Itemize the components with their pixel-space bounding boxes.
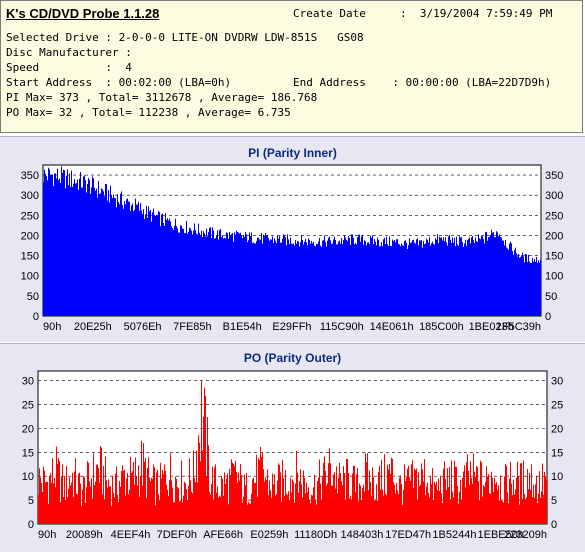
po-y-tick-label-right: 0 bbox=[551, 519, 557, 531]
pi-x-tick-label: 14E061h bbox=[370, 321, 414, 333]
create-date-label: Create Date bbox=[293, 7, 366, 20]
po-y-tick-label-left: 0 bbox=[28, 519, 34, 531]
pi-y-tick-label-left: 250 bbox=[21, 210, 39, 222]
po-x-tick-label: AFE66h bbox=[203, 529, 243, 541]
pi-x-tick-label: 20E25h bbox=[74, 321, 112, 333]
po-y-tick-label-left: 10 bbox=[22, 471, 34, 483]
create-date-value: : 3/19/2004 7:59:49 PM bbox=[400, 7, 553, 20]
po-x-tick-label: 223209h bbox=[504, 529, 547, 541]
pi-y-tick-label-right: 300 bbox=[545, 190, 563, 202]
po-x-tick-label: 90h bbox=[38, 529, 56, 541]
pi-chart-title: PI (Parity Inner) bbox=[248, 146, 337, 160]
pi-y-tick-label-left: 100 bbox=[21, 271, 39, 283]
pi-x-tick-label: 5076Eh bbox=[124, 321, 162, 333]
po-y-tick-label-right: 5 bbox=[551, 495, 557, 507]
pi-y-tick-label-left: 0 bbox=[33, 311, 39, 323]
po-y-tick-label-right: 15 bbox=[551, 447, 563, 459]
po-y-tick-label-left: 5 bbox=[28, 495, 34, 507]
pi-y-tick-label-left: 350 bbox=[21, 170, 39, 182]
po-y-tick-label-left: 25 bbox=[22, 399, 34, 411]
po-y-tick-label-right: 10 bbox=[551, 471, 563, 483]
pi-y-tick-label-left: 50 bbox=[27, 291, 39, 303]
selected-drive: Selected Drive : 2-0-0-0 LITE-ON DVDRW L… bbox=[6, 31, 364, 44]
po-x-tick-label: 1EBE50h bbox=[477, 529, 523, 541]
po-y-tick-label-right: 30 bbox=[551, 376, 563, 388]
po-y-tick-label-left: 30 bbox=[22, 376, 34, 388]
pi-x-tick-label: E29FFh bbox=[272, 321, 311, 333]
po-x-tick-label: 148403h bbox=[340, 529, 383, 541]
pi-x-tick-label: 1BE023h bbox=[469, 321, 514, 333]
pi-x-tick-label: 115C90h bbox=[320, 321, 364, 333]
pi-y-tick-label-right: 350 bbox=[545, 170, 563, 182]
po-chart-panel: PO (Parity Outer) 0 0 5 5 10 10 15 15 20 20 25 25 30… bbox=[0, 343, 585, 552]
pi-x-tick-label: 7FE85h bbox=[173, 321, 212, 333]
po-x-tick-label: 1B5244h bbox=[432, 529, 476, 541]
disc-manufacturer: Disc Manufacturer : bbox=[6, 46, 132, 59]
po-y-tick-label-left: 15 bbox=[22, 447, 34, 459]
pi-y-tick-label-left: 300 bbox=[21, 190, 39, 202]
po-x-tick-label: 7DEF0h bbox=[157, 529, 197, 541]
pi-summary: PI Max= 373 , Total= 3112678 , Average= … bbox=[6, 91, 318, 104]
pi-y-tick-label-right: 50 bbox=[545, 291, 557, 303]
start-address: Start Address : 00:02:00 (LBA=0h) bbox=[6, 76, 232, 89]
po-x-tick-label: 11180Dh bbox=[294, 529, 337, 541]
po-chart: 0 0 5 5 10 10 15 15 20 20 25 25 30 30 90h 20089h 4EEF4h 7… bbox=[22, 370, 563, 541]
pi-chart-panel: PI (Parity Inner) 0 0 50 50 100 100 150 150 200 2… bbox=[0, 136, 585, 342]
end-address: End Address : 00:00:00 (LBA=22D7D9h) bbox=[293, 76, 552, 89]
speed: Speed : 4 bbox=[6, 61, 132, 74]
summary-header: K's CD/DVD Probe 1.1.28 Create Date : 3/… bbox=[0, 0, 583, 133]
pi-y-tick-label-right: 250 bbox=[545, 210, 563, 222]
pi-y-tick-label-right: 100 bbox=[545, 271, 563, 283]
po-x-tick-label: 17ED47h bbox=[385, 529, 431, 541]
po-x-tick-label: E0259h bbox=[250, 529, 288, 541]
pi-chart: 0 0 50 50 100 100 150 150 200 200 250 250 300 300 350 3… bbox=[21, 164, 563, 333]
po-y-tick-label-left: 20 bbox=[22, 423, 34, 435]
pi-x-tick-label: 90h bbox=[43, 321, 61, 333]
pi-x-tick-label: 1F5C39h bbox=[496, 321, 541, 333]
pi-y-tick-label-right: 150 bbox=[545, 251, 563, 263]
pi-y-tick-label-left: 150 bbox=[21, 251, 39, 263]
pi-x-tick-label: 185C00h bbox=[419, 321, 464, 333]
pi-y-tick-label-right: 200 bbox=[545, 230, 563, 242]
pi-y-tick-label-left: 200 bbox=[21, 230, 39, 242]
po-y-tick-label-right: 25 bbox=[551, 399, 563, 411]
po-chart-title: PO (Parity Outer) bbox=[243, 351, 342, 365]
po-summary: PO Max= 32 , Total= 112238 , Average= 6.… bbox=[6, 106, 291, 119]
po-y-tick-label-right: 20 bbox=[551, 423, 563, 435]
po-x-tick-label: 4EEF4h bbox=[111, 529, 151, 541]
po-x-tick-label: 20089h bbox=[66, 529, 103, 541]
pi-x-tick-label: B1E54h bbox=[223, 321, 262, 333]
app-title: K's CD/DVD Probe 1.1.28 bbox=[6, 6, 160, 21]
pi-y-tick-label-right: 0 bbox=[545, 311, 551, 323]
